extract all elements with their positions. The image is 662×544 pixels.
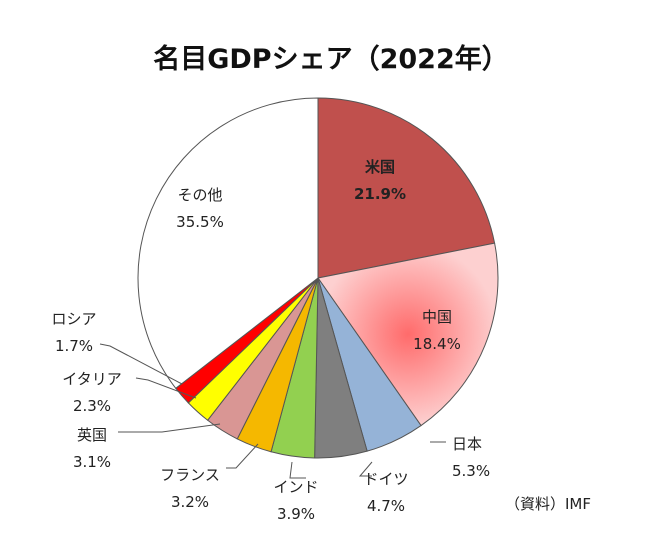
slice-labels: 米国 21.9% 中国 18.4% 日本 5.3% ドイツ 4.7% インド 3.9% フランス 3.… (51, 158, 490, 523)
leader-line-3 (358, 461, 373, 477)
slice-name-label-0: 米国 (365, 158, 395, 176)
slice-value-label-5: 3.2% (171, 493, 209, 511)
slice-value-label-0: 21.9% (354, 185, 406, 203)
slice-name-label-4: インド (273, 478, 318, 496)
chart-title: 名目GDPシェア（2022年） (153, 43, 509, 75)
slice-value-label-7: 2.3% (73, 397, 111, 415)
pie-slice-9 (137, 97, 319, 390)
slice-name-label-6: 英国 (77, 426, 107, 444)
slice-name-label-1: 中国 (422, 308, 452, 326)
slice-name-label-5: フランス (160, 466, 220, 484)
slice-value-label-4: 3.9% (277, 505, 315, 523)
slice-name-label-3: ドイツ (363, 470, 408, 488)
leader-line-4 (289, 461, 306, 479)
leader-line-7 (135, 377, 197, 399)
leader-line-8 (99, 343, 183, 385)
leader-line-6 (118, 423, 221, 433)
slice-value-label-3: 4.7% (367, 497, 405, 515)
pie-slice-1 (317, 242, 499, 427)
slice-name-label-7: イタリア (62, 370, 121, 388)
slice-name-label-8: ロシア (51, 310, 96, 328)
source-note: （資料）IMF (505, 495, 591, 513)
slice-value-label-1: 18.4% (413, 335, 461, 353)
slice-value-label-2: 5.3% (452, 462, 490, 480)
pie-slices (137, 97, 499, 459)
slice-value-label-8: 1.7% (55, 337, 93, 355)
slice-name-label-2: 日本 (452, 435, 482, 453)
slice-name-label-9: その他 (177, 186, 222, 204)
slice-value-label-6: 3.1% (73, 453, 111, 471)
pie-slice-0 (317, 97, 496, 279)
leader-lines (99, 343, 446, 479)
slice-value-label-9: 35.5% (176, 213, 224, 231)
leader-line-5 (226, 443, 259, 469)
